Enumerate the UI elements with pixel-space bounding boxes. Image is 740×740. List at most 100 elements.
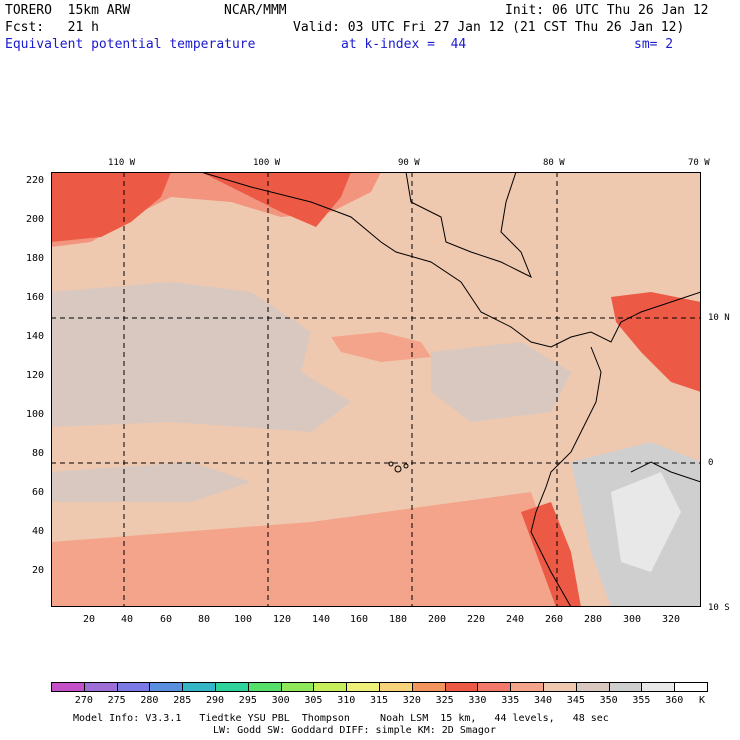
field-panama-bight-cool: [431, 342, 571, 422]
init-time: Init: 06 UTC Thu 26 Jan 12: [505, 3, 709, 18]
colorbar-label: 345: [566, 695, 585, 706]
grid-y-180: 180: [26, 253, 45, 264]
grid-x-320: 320: [662, 614, 681, 625]
colorbar-label: 300: [271, 695, 290, 706]
grid-x-80: 80: [198, 614, 211, 625]
grid-y-20: 20: [32, 565, 45, 576]
grid-y-160: 160: [26, 292, 45, 303]
grid-y-120: 120: [26, 370, 45, 381]
grid-x-160: 160: [350, 614, 369, 625]
grid-x-60: 60: [160, 614, 173, 625]
field-andes-cold: [611, 472, 681, 572]
colorbar-swatch: [280, 682, 315, 692]
lon-label-100w: 100 W: [253, 158, 281, 168]
model-info: Model Info: V3.3.1 Tiedtke YSU PBL Thomp…: [73, 713, 609, 724]
colorbar-swatch: [411, 682, 446, 692]
field-ocean-cool: [51, 282, 351, 432]
colorbar-swatch: [477, 682, 512, 692]
grid-x-260: 260: [545, 614, 564, 625]
colorbar-swatch: [116, 682, 151, 692]
grid-x-20: 20: [83, 614, 96, 625]
colorbar-swatch: [215, 682, 249, 692]
lon-label-110w: 110 W: [108, 158, 136, 168]
field-ocean-cool-south: [51, 462, 251, 502]
colorbar-swatch: [247, 682, 282, 692]
colorbar-label: 285: [173, 695, 192, 706]
field-peru-coast-hot: [521, 502, 581, 607]
lat-label-10s: 10 S: [708, 603, 730, 613]
colorbar-label: 320: [402, 695, 421, 706]
colorbar-label: 340: [534, 695, 553, 706]
grid-y-100: 100: [26, 409, 45, 420]
model-info-physics: LW: Godd SW: Goddard DIFF: simple KM: 2D…: [213, 725, 496, 736]
graticule: [51, 172, 701, 607]
grid-y-200: 200: [26, 214, 45, 225]
colorbar-label: 330: [468, 695, 487, 706]
colorbar-swatch: [346, 682, 380, 692]
colorbar-label: 275: [107, 695, 126, 706]
grid-x-200: 200: [428, 614, 447, 625]
colorbar-label: 315: [370, 695, 389, 706]
galapagos-island-2: [394, 465, 402, 473]
colorbar-swatch: [543, 682, 577, 692]
theta-e-map: [51, 172, 701, 607]
yucatan-coast: [405, 172, 532, 279]
colorbar-label: 360: [665, 695, 684, 706]
colorbar-label: 325: [435, 695, 454, 706]
colorbar-swatch: [379, 682, 413, 692]
field-northwest-hot: [51, 172, 171, 242]
grid-x-240: 240: [506, 614, 525, 625]
colorbar-swatch: [83, 682, 118, 692]
valid-time: Valid: 03 UTC Fri 27 Jan 12 (21 CST Thu …: [293, 20, 685, 35]
colorbar-swatch: [608, 682, 643, 692]
coastlines: [200, 172, 701, 607]
forecast-hour: Fcst: 21 h: [5, 20, 99, 35]
colorbar-swatch: [641, 682, 676, 692]
map-frame: [51, 172, 701, 607]
colorbar-label: 270: [74, 695, 93, 706]
colorbar-label: 280: [140, 695, 159, 706]
galapagos-island-1: [388, 461, 394, 467]
border-line: [630, 461, 701, 483]
grid-y-40: 40: [32, 526, 45, 537]
colorbar-swatch: [313, 682, 348, 692]
colorbar-label: 305: [304, 695, 323, 706]
organization: NCAR/MMM: [224, 3, 287, 18]
grid-x-300: 300: [623, 614, 642, 625]
south-america-coast: [530, 346, 602, 607]
grid-y-60: 60: [32, 487, 45, 498]
colorbar-label: 295: [238, 695, 257, 706]
lon-label-90w: 90 W: [398, 158, 420, 168]
colorbar-swatch: [51, 682, 85, 692]
model-name: TORERO 15km ARW: [5, 3, 131, 18]
colorbar-unit: K: [699, 695, 706, 706]
level-index: at k-index = 44: [341, 37, 467, 52]
grid-x-40: 40: [121, 614, 134, 625]
field-name: Equivalent potential temperature: [5, 37, 256, 52]
colorbar-swatch: [510, 682, 544, 692]
field-colombia-hot: [611, 292, 701, 392]
grid-x-120: 120: [273, 614, 292, 625]
grid-y-220: 220: [26, 175, 45, 186]
colorbar-label: 310: [337, 695, 356, 706]
grid-y-140: 140: [26, 331, 45, 342]
grid-x-280: 280: [584, 614, 603, 625]
colorbar-swatch: [674, 682, 708, 692]
grid-x-100: 100: [234, 614, 253, 625]
grid-x-140: 140: [312, 614, 331, 625]
colorbar-label: 290: [206, 695, 225, 706]
lon-label-70w: 70 W: [688, 158, 710, 168]
central-america-coast: [200, 172, 701, 348]
colorbar-label: 350: [599, 695, 618, 706]
colorbar-swatch: [149, 682, 184, 692]
colorbar-swatch: [575, 682, 610, 692]
grid-x-180: 180: [389, 614, 408, 625]
lon-label-80w: 80 W: [543, 158, 565, 168]
field-ocean-warm-band: [331, 332, 431, 362]
lat-label-10n: 10 N: [708, 313, 730, 323]
colorbar-swatch: [444, 682, 479, 692]
colorbar-label: 355: [632, 695, 651, 706]
lat-label-0: 0: [708, 458, 714, 468]
grid-x-220: 220: [467, 614, 486, 625]
colorbar-swatch: [182, 682, 216, 692]
